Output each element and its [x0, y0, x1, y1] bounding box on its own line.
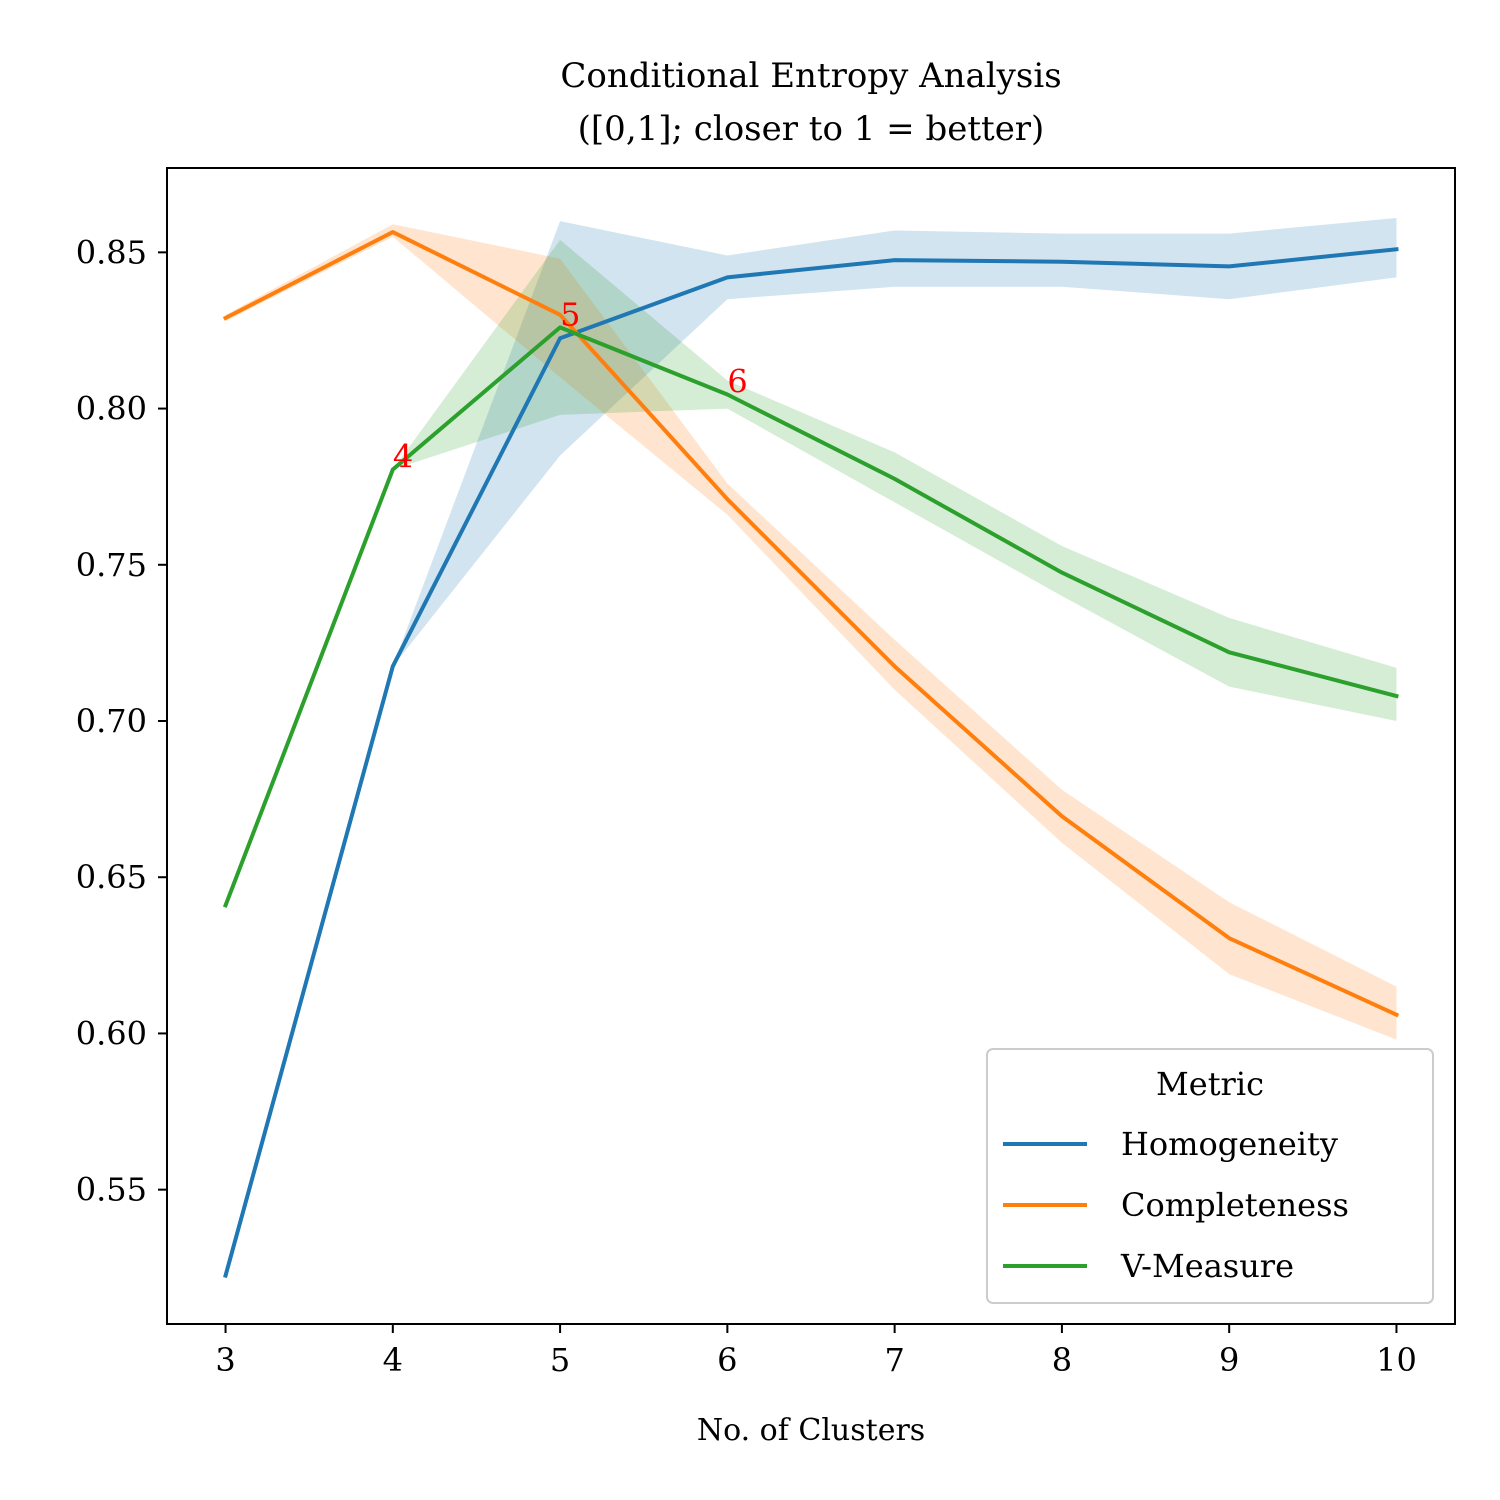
- legend-entry-completeness: Completeness: [1121, 1186, 1349, 1224]
- chart-title-line2: ([0,1]; closer to 1 = better): [578, 109, 1045, 149]
- x-tick-label: 7: [884, 1341, 904, 1379]
- series-lines: [222, 230, 1400, 1279]
- y-tick-label: 0.70: [76, 702, 147, 740]
- y-tick-label: 0.55: [76, 1171, 147, 1209]
- annotations: 4 5 6: [393, 295, 748, 475]
- legend-entry-homogeneity: Homogeneity: [1121, 1125, 1338, 1163]
- x-tick-label: 4: [383, 1341, 403, 1379]
- y-tick-label: 0.80: [76, 390, 147, 428]
- x-tick-label: 5: [550, 1341, 570, 1379]
- x-tick-label: 10: [1376, 1341, 1417, 1379]
- annotation-label: 4: [393, 437, 413, 475]
- legend: Metric Homogeneity Completeness V-Measure: [986, 1048, 1434, 1304]
- y-tick-label: 0.85: [76, 233, 147, 271]
- series-line-v-measure: [222, 325, 1399, 908]
- x-tick-label: 9: [1219, 1341, 1239, 1379]
- annotation-label: 5: [560, 295, 580, 333]
- confidence-bands: [225, 217, 1397, 1276]
- x-axis-label: No. of Clusters: [697, 1413, 925, 1448]
- band-v-measure: [225, 239, 1397, 906]
- band-homogeneity: [225, 217, 1397, 1276]
- y-axis: 0.55 0.60 0.65 0.70 0.75 0.80 0.85: [76, 233, 167, 1209]
- plot-area-frame: [166, 167, 1456, 1325]
- legend-title: Metric: [1156, 1065, 1264, 1103]
- legend-entry-v-measure: V-Measure: [1120, 1247, 1294, 1285]
- series-line-homogeneity: [223, 247, 1399, 1279]
- x-tick-label: 6: [717, 1341, 737, 1379]
- x-axis: 3 4 5 6 7 8 9 10: [215, 1324, 1417, 1379]
- y-tick-label: 0.75: [76, 546, 147, 584]
- band-completeness: [225, 224, 1397, 1040]
- series-line-completeness: [222, 230, 1400, 1018]
- y-tick-label: 0.60: [76, 1014, 147, 1052]
- chart-title-line1: Conditional Entropy Analysis: [560, 56, 1061, 96]
- legend-box: [986, 1048, 1434, 1304]
- annotation-label: 6: [727, 363, 747, 401]
- x-tick-label: 8: [1052, 1341, 1072, 1379]
- x-tick-label: 3: [215, 1341, 235, 1379]
- y-tick-label: 0.65: [76, 858, 147, 896]
